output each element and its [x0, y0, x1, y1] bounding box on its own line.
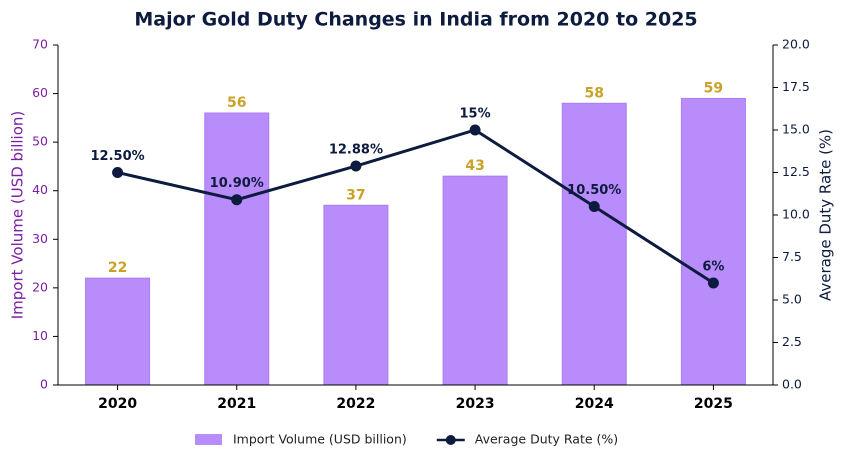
x-tick-label: 2023 [456, 396, 495, 412]
y-tick-label: 40 [32, 182, 48, 197]
x-tick-label: 2021 [217, 396, 256, 412]
line [117, 128, 715, 285]
y2-tick-label: 12.5 [782, 164, 810, 179]
line-value-label: 10.50% [567, 183, 621, 198]
line-marker [469, 124, 481, 136]
bar [680, 97, 746, 386]
line-marker [707, 277, 719, 289]
line-value-label: 10.90% [210, 176, 264, 191]
y2-tick-label: 17.5 [782, 79, 810, 94]
y2-tick-label: 10.0 [782, 207, 810, 222]
chart-title: Major Gold Duty Changes in India from 20… [134, 9, 697, 31]
y2-axis-label: Average Duty Rate (%) [817, 129, 835, 301]
y-tick-label: 50 [32, 134, 48, 149]
line-value-label: 12.88% [329, 143, 383, 158]
legend-swatch [195, 434, 222, 445]
bar-value-label: 56 [227, 95, 246, 111]
line-value-label: 12.50% [91, 149, 145, 164]
legend-swatch-marker [445, 435, 456, 445]
legend-label: Import Volume (USD billion) [233, 432, 407, 447]
x-tick-label: 2025 [694, 396, 733, 412]
y-tick-label: 10 [32, 328, 48, 343]
y-tick-label: 70 [32, 37, 48, 52]
bar [85, 277, 151, 386]
y-tick-label: 60 [32, 85, 48, 100]
y-tick-label: 0 [40, 377, 48, 392]
y-tick-label: 30 [32, 231, 48, 246]
y2-tick-label: 0.0 [782, 377, 802, 392]
line-marker [588, 201, 600, 212]
bar-value-label: 58 [585, 85, 604, 101]
line-value-label: 6% [702, 260, 724, 275]
y2-tick-label: 20.0 [782, 37, 810, 52]
y2-tick-label: 2.5 [782, 334, 802, 349]
y-axis-label: Import Volume (USD billion) [9, 111, 27, 320]
bar [323, 204, 389, 386]
bar [204, 112, 270, 386]
x-tick-label: 2022 [336, 396, 375, 412]
y2-tick-label: 7.5 [782, 249, 802, 264]
legend-label: Average Duty Rate (%) [475, 432, 618, 447]
bar [561, 102, 627, 386]
bar-value-label: 37 [346, 187, 365, 203]
line-marker [350, 160, 362, 172]
line-marker [112, 167, 124, 178]
bar [442, 175, 508, 386]
bar-value-label: 43 [465, 158, 484, 174]
y-tick-label: 20 [32, 279, 48, 294]
y2-tick-label: 5.0 [782, 292, 802, 307]
bar-value-label: 59 [704, 80, 723, 96]
x-tick-label: 2020 [98, 396, 137, 412]
x-tick-label: 2024 [575, 396, 614, 412]
line-value-label: 15% [460, 107, 491, 122]
y2-tick-label: 15.0 [782, 122, 810, 137]
line-marker [231, 194, 243, 206]
bar-value-label: 22 [108, 260, 127, 276]
